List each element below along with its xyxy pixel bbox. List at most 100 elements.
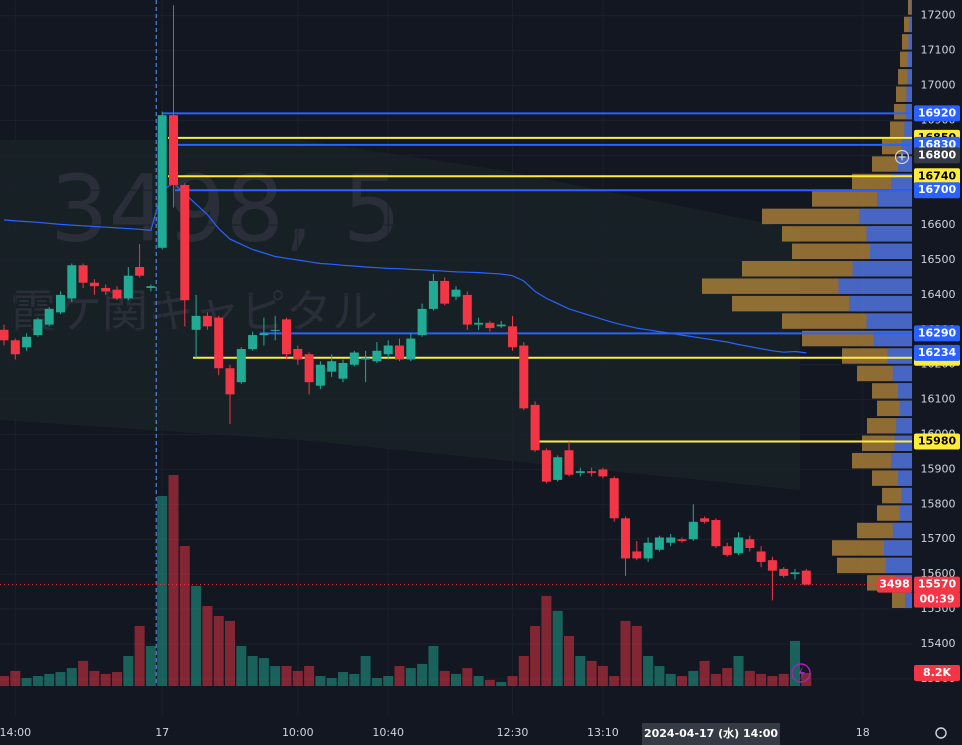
y-tick-label: 15400 bbox=[921, 637, 956, 650]
profile-bar-inner bbox=[894, 435, 912, 451]
profile-bar-inner bbox=[901, 487, 912, 504]
candle-body bbox=[666, 537, 676, 543]
profile-bar-inner bbox=[870, 243, 912, 260]
volume-bar bbox=[631, 625, 642, 686]
profile-bar-inner bbox=[906, 86, 912, 102]
y-tick-label: 17000 bbox=[921, 79, 956, 92]
y-tick-label: 15800 bbox=[921, 497, 956, 510]
level-label: 16920 bbox=[918, 106, 957, 119]
candle-body bbox=[496, 324, 506, 327]
profile-bar-inner bbox=[905, 103, 912, 120]
crosshair-price-bg bbox=[914, 147, 960, 164]
profile-bar-inner bbox=[859, 208, 912, 225]
volume-bar bbox=[44, 673, 55, 686]
candle-body bbox=[801, 570, 811, 585]
candle-body bbox=[225, 368, 235, 395]
candle-body bbox=[191, 315, 201, 330]
level-label-bg bbox=[914, 105, 960, 122]
candle-body bbox=[180, 184, 190, 301]
volume-bar bbox=[507, 675, 518, 686]
candle-body bbox=[214, 317, 224, 369]
candle-body bbox=[767, 560, 777, 571]
crosshair-plus bbox=[898, 153, 906, 161]
volume-bar bbox=[202, 605, 213, 686]
profile-bar-inner bbox=[891, 173, 912, 190]
profile-bar-inner bbox=[852, 261, 912, 277]
profile-bar-inner bbox=[908, 34, 912, 50]
settings-icon[interactable] bbox=[935, 727, 947, 739]
profile-bar-inner bbox=[838, 278, 912, 294]
profile-bar-inner bbox=[907, 51, 912, 68]
volume-bar bbox=[383, 675, 394, 686]
candle-body bbox=[598, 469, 608, 477]
volume-bar bbox=[620, 620, 631, 686]
watermark-name: 霞ケ関キャピタル bbox=[10, 285, 378, 339]
volume-bar bbox=[66, 668, 77, 686]
candle-body bbox=[67, 265, 77, 299]
profile-bar-inner bbox=[899, 400, 912, 417]
profile-bar-inner bbox=[891, 452, 912, 469]
volume-bar bbox=[315, 675, 326, 686]
volume-bar bbox=[292, 670, 303, 686]
profile-bar-inner bbox=[892, 522, 912, 539]
profile-bar-inner bbox=[892, 365, 912, 382]
profile-bar-inner bbox=[898, 156, 912, 172]
candle-body bbox=[146, 286, 156, 288]
volume-bar bbox=[473, 675, 484, 686]
candle-body bbox=[112, 289, 122, 299]
candle-body bbox=[734, 537, 743, 554]
volume-bar bbox=[609, 675, 620, 686]
level-label: 16290 bbox=[918, 326, 957, 339]
volume-bar bbox=[665, 673, 676, 686]
profile-bar-inner bbox=[907, 69, 912, 85]
level-label-bg bbox=[914, 433, 960, 450]
volume-bar bbox=[338, 672, 348, 686]
volume-bar bbox=[699, 660, 710, 686]
volume-bar bbox=[733, 655, 744, 686]
candle-body bbox=[485, 322, 495, 329]
candle-body bbox=[654, 537, 664, 550]
x-tick-label: 14:00 bbox=[0, 726, 31, 739]
volume-bar bbox=[123, 655, 134, 686]
level-label-bg bbox=[914, 182, 960, 199]
profile-bar-inner bbox=[849, 295, 912, 312]
volume-bar bbox=[281, 665, 292, 686]
last-symbol: 3498 bbox=[879, 578, 910, 591]
volume-bar bbox=[722, 668, 733, 686]
volume-bar bbox=[157, 495, 168, 686]
candle-body bbox=[22, 336, 32, 348]
candle-body bbox=[123, 275, 133, 299]
level-label: 16700 bbox=[918, 183, 957, 196]
profile-bar-inner bbox=[910, 0, 912, 15]
volume-bar bbox=[756, 673, 767, 686]
volume-label-bg bbox=[914, 665, 960, 681]
profile-bar-inner bbox=[866, 226, 912, 242]
candle-body bbox=[779, 568, 789, 576]
candle-body bbox=[282, 319, 291, 355]
candle-body bbox=[338, 362, 348, 379]
candle-body bbox=[315, 364, 325, 386]
candle-body bbox=[609, 478, 619, 519]
profile-bar-inner bbox=[898, 383, 912, 399]
crosshair-icon[interactable] bbox=[894, 149, 910, 165]
candle-body bbox=[711, 520, 721, 547]
y-tick-label: 16100 bbox=[921, 393, 956, 406]
volume-bar bbox=[564, 635, 574, 686]
candle-body bbox=[722, 546, 732, 555]
volume-bar bbox=[484, 679, 495, 686]
profile-bar-inner bbox=[887, 348, 912, 364]
y-tick-label: 15900 bbox=[921, 462, 956, 475]
volume-bar bbox=[258, 658, 269, 686]
profile-bar-inner bbox=[877, 191, 912, 207]
candle-body bbox=[327, 361, 337, 372]
alert-icon[interactable] bbox=[791, 663, 811, 683]
vwap-label: 16234 bbox=[918, 346, 957, 359]
candle-body bbox=[564, 450, 574, 475]
volume-bar bbox=[778, 673, 789, 686]
level-label: 15980 bbox=[918, 435, 957, 448]
volume-bar bbox=[597, 665, 608, 686]
y-tick-label: 16600 bbox=[921, 218, 956, 231]
volume-bar bbox=[586, 660, 597, 686]
profile-bar bbox=[904, 16, 912, 33]
candle-body bbox=[451, 289, 461, 297]
